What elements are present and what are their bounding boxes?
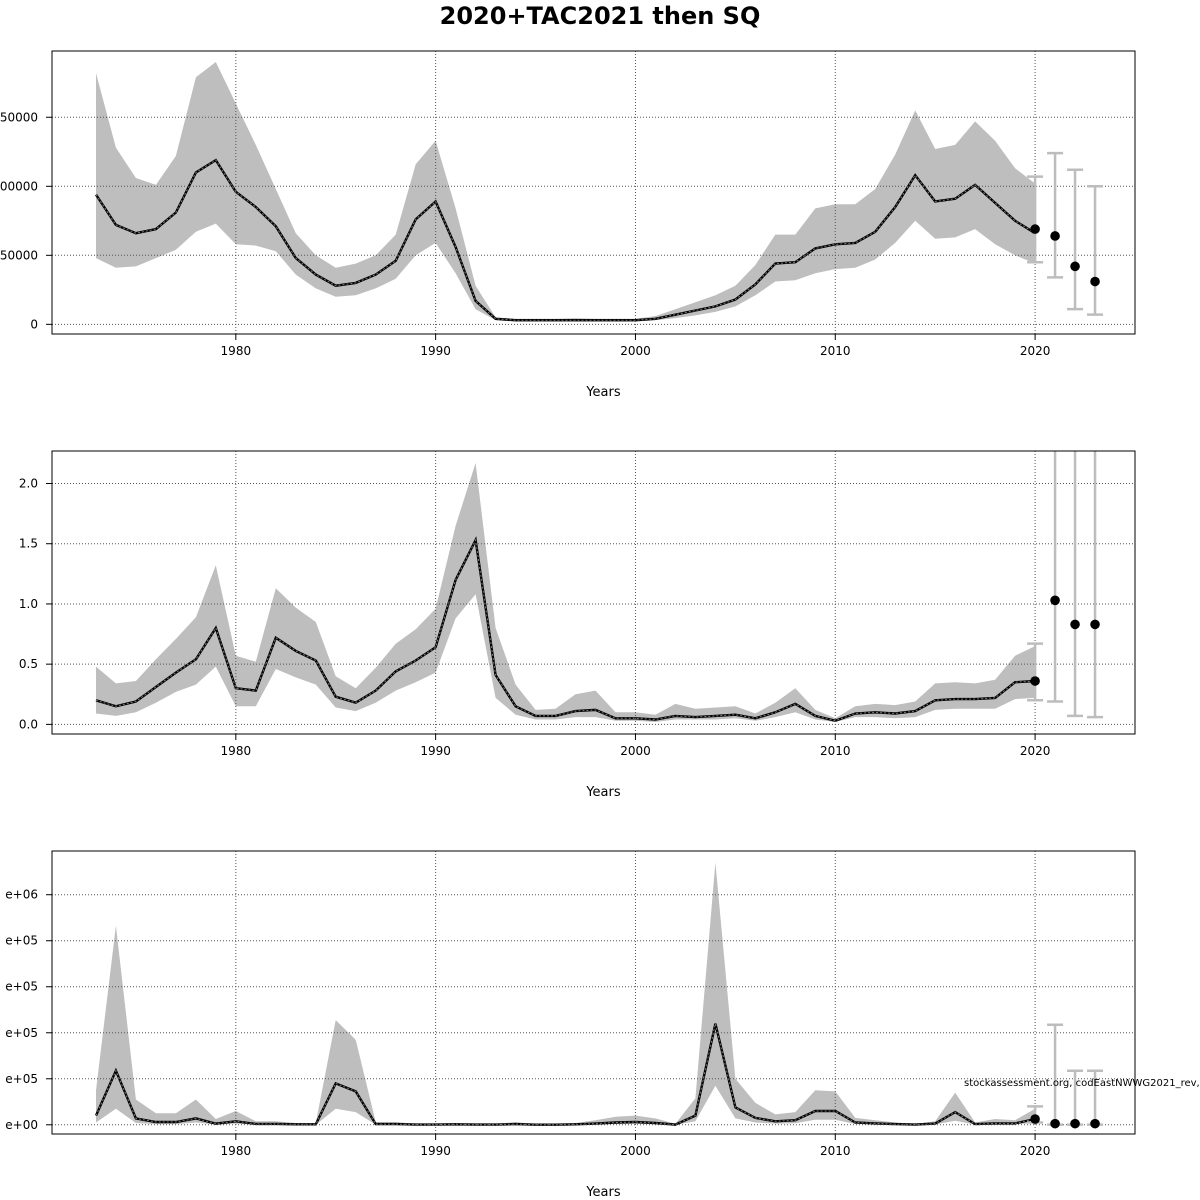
y-tick-label: 100000 bbox=[0, 179, 38, 193]
y-tick-label: 150000 bbox=[0, 110, 38, 124]
x-tick-label: 2010 bbox=[820, 744, 851, 758]
forecast-point bbox=[1030, 676, 1040, 686]
estimate-line-dots bbox=[95, 159, 1036, 321]
x-axis-label: Years bbox=[585, 1185, 621, 1200]
panel-recruitment: 1980 1990 2000 2010 2020 e+00 e+05 e+05 e+05 e+05… bbox=[5, 850, 1136, 1200]
chart-title: 2020+TAC2021 then SQ bbox=[440, 2, 761, 30]
x-tick-label: 2000 bbox=[620, 1144, 651, 1158]
plot-frame bbox=[51, 50, 1136, 335]
forecast-point bbox=[1090, 1118, 1100, 1129]
forecast-point bbox=[1070, 1118, 1080, 1129]
panels: 1980 1990 2000 2010 2020 0 50000 100000 150000 Ye… bbox=[0, 50, 1136, 1200]
estimate-line bbox=[94, 1023, 1036, 1126]
estimate-line-dots bbox=[95, 538, 1036, 722]
panel-fbar: 1980 1990 2000 2010 2020 0.0 0.5 1.0 1.5 2.0 Years bbox=[19, 450, 1136, 800]
x-tick-label: 2000 bbox=[620, 344, 651, 358]
plot-area bbox=[94, 862, 1036, 1126]
confidence-band bbox=[96, 62, 1036, 322]
forecast-point bbox=[1090, 619, 1100, 630]
x-tick-label: 2000 bbox=[620, 744, 651, 758]
forecast-point bbox=[1090, 276, 1100, 287]
x-axis-label: Years bbox=[585, 785, 621, 800]
y-tick-label: 50000 bbox=[0, 248, 38, 262]
x-tick-label: 1990 bbox=[420, 1144, 451, 1158]
x-axis-label: Years bbox=[585, 385, 621, 400]
x-tick-label: 1980 bbox=[221, 344, 252, 358]
y-tick-label: 0.5 bbox=[19, 657, 38, 671]
estimate-line-dots bbox=[95, 1023, 1036, 1126]
forecast-point bbox=[1050, 595, 1060, 606]
x-tick-label: 1990 bbox=[420, 744, 451, 758]
forecast-point bbox=[1030, 1114, 1040, 1124]
x-tick-label: 1980 bbox=[221, 744, 252, 758]
y-tick-label: 0 bbox=[30, 317, 38, 331]
y-tick-label: e+05 bbox=[5, 1072, 38, 1086]
plot-area bbox=[94, 62, 1036, 322]
x-tick-label: 2020 bbox=[1020, 344, 1051, 358]
y-tick-label: e+06 bbox=[5, 888, 38, 902]
forecast-point bbox=[1070, 261, 1080, 272]
y-tick-label: e+05 bbox=[5, 934, 38, 948]
y-tick-label: 0.0 bbox=[19, 717, 38, 731]
confidence-band bbox=[96, 862, 1036, 1125]
x-tick-label: 2020 bbox=[1020, 1144, 1051, 1158]
panel-ssb: 1980 1990 2000 2010 2020 0 50000 100000 150000 Ye… bbox=[0, 50, 1136, 400]
y-tick-label: 1.0 bbox=[19, 597, 38, 611]
plot-area bbox=[95, 463, 1036, 723]
x-tick-label: 2010 bbox=[820, 1144, 851, 1158]
forecast-point bbox=[1030, 224, 1040, 234]
forecast-point bbox=[1050, 1118, 1060, 1129]
y-tick-label: 2.0 bbox=[19, 477, 38, 491]
plot-frame bbox=[51, 850, 1136, 1135]
y-tick-label: e+05 bbox=[5, 980, 38, 994]
y-tick-label: 1.5 bbox=[19, 537, 38, 551]
confidence-band bbox=[96, 463, 1036, 722]
x-tick-label: 1990 bbox=[420, 344, 451, 358]
y-tick-label: e+00 bbox=[5, 1118, 38, 1132]
forecast-point bbox=[1070, 619, 1080, 630]
plot-frame bbox=[51, 450, 1136, 735]
x-tick-label: 1980 bbox=[221, 1144, 252, 1158]
watermark: stockassessment.org, codEastNWWG2021_rev… bbox=[964, 1078, 1200, 1089]
forecast-point bbox=[1050, 231, 1060, 241]
y-tick-label: e+05 bbox=[5, 1026, 38, 1040]
x-tick-label: 2010 bbox=[820, 344, 851, 358]
x-tick-label: 2020 bbox=[1020, 744, 1051, 758]
